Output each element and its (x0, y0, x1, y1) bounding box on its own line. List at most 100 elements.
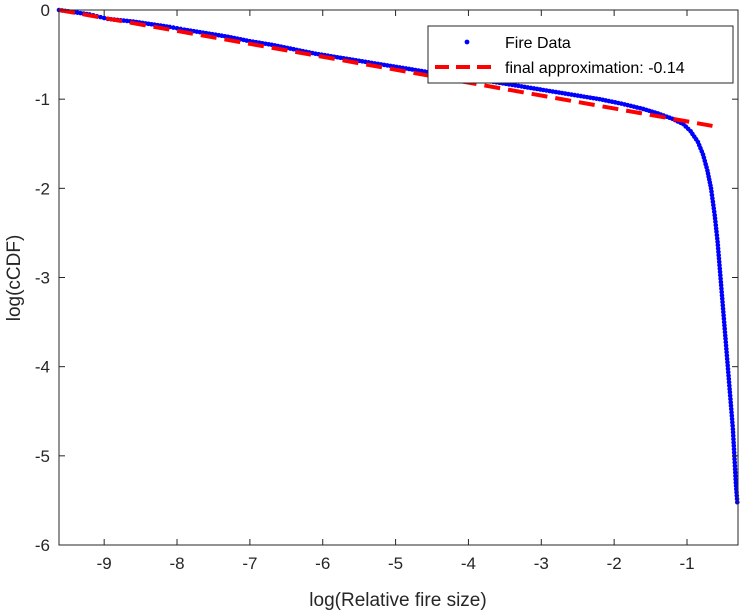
data-point (734, 486, 739, 492)
data-point (716, 252, 721, 258)
data-point (730, 426, 736, 432)
y-tick-label: 0 (41, 1, 50, 20)
data-point (727, 386, 732, 392)
data-point (731, 446, 737, 452)
x-axis-label: log(Relative fire size) (309, 590, 486, 611)
data-point (715, 239, 720, 245)
y-tick-label: -4 (35, 358, 50, 377)
data-point (718, 276, 723, 281)
y-tick-label: -2 (35, 179, 50, 198)
data-point (718, 272, 723, 278)
data-point (733, 473, 738, 479)
x-tick-label: -9 (97, 554, 112, 573)
data-point (729, 416, 735, 422)
y-tick-label: -6 (35, 536, 50, 555)
data-point (719, 293, 725, 298)
data-point (713, 219, 718, 225)
data-point (723, 336, 728, 342)
data-point (711, 209, 717, 215)
data-point (719, 286, 724, 291)
data-point (721, 309, 726, 315)
data-point (717, 262, 722, 268)
data-point (711, 206, 717, 211)
data-point (722, 333, 728, 338)
data-point (720, 306, 726, 312)
legend-marker-fire-data (464, 39, 470, 45)
data-point (708, 186, 714, 191)
data-point (714, 236, 720, 241)
data-point (733, 480, 739, 485)
x-tick-label: -8 (169, 554, 184, 573)
data-point (726, 379, 732, 385)
data-point (731, 443, 737, 449)
data-point (722, 329, 728, 335)
data-point (722, 323, 727, 328)
data-point (728, 406, 734, 412)
data-point (715, 246, 721, 251)
data-point (734, 499, 740, 505)
legend-label-approximation: final approximation: -0.14 (505, 60, 685, 77)
data-point (724, 346, 729, 352)
data-point (727, 393, 733, 398)
data-point (716, 249, 721, 255)
x-tick-label: -3 (534, 554, 549, 573)
y-axis: 0 -1 -2 -3 -4 -5 -6 (35, 1, 738, 555)
data-point (723, 343, 729, 348)
data-point (718, 283, 724, 288)
data-point (728, 396, 733, 402)
data-point (712, 212, 717, 218)
data-point (725, 363, 731, 368)
data-point (720, 303, 726, 308)
x-tick-label: -5 (388, 554, 403, 573)
legend: Fire Data final approximation: -0.14 (427, 25, 734, 84)
x-tick-label: -7 (242, 554, 257, 573)
data-point (730, 430, 736, 435)
data-point (731, 440, 736, 445)
data-point (726, 376, 732, 382)
data-point (98, 14, 103, 20)
data-point (721, 313, 726, 318)
data-point (733, 483, 739, 489)
data-point (715, 242, 721, 248)
data-point (717, 266, 723, 271)
approximation-series (58, 8, 713, 128)
plot-area (59, 10, 738, 545)
data-point (724, 349, 729, 355)
data-point (713, 226, 719, 231)
data-point (727, 390, 733, 395)
data-point (724, 356, 730, 362)
data-point (719, 289, 724, 295)
data-point (171, 25, 176, 30)
data-point (725, 369, 731, 375)
data-point (731, 436, 736, 442)
x-tick-label: -4 (461, 554, 476, 573)
data-point (730, 433, 736, 439)
data-point (733, 476, 738, 482)
data-point (721, 319, 727, 325)
data-point (713, 222, 719, 228)
data-point (714, 232, 720, 238)
data-point (711, 202, 716, 208)
y-tick-label: -3 (35, 269, 50, 288)
y-tick-label: -5 (35, 447, 50, 466)
data-point (732, 466, 738, 472)
data-point (724, 353, 730, 358)
data-point (719, 296, 725, 301)
data-point (725, 359, 730, 365)
data-point (728, 400, 734, 405)
data-point (723, 339, 729, 345)
data-point (720, 299, 725, 305)
x-axis: -9 -8 -7 -6 -5 -4 -3 -2 -1 (97, 10, 695, 573)
data-point (717, 269, 723, 275)
data-point (732, 470, 738, 475)
approximation-line (58, 8, 713, 128)
data-point (730, 420, 735, 425)
x-tick-label: -2 (607, 554, 622, 573)
data-point (729, 410, 734, 415)
data-point (732, 456, 737, 462)
legend-box (427, 25, 734, 84)
data-point (718, 279, 724, 285)
y-tick-label: -1 (35, 90, 50, 109)
x-tick-label: -6 (315, 554, 330, 573)
